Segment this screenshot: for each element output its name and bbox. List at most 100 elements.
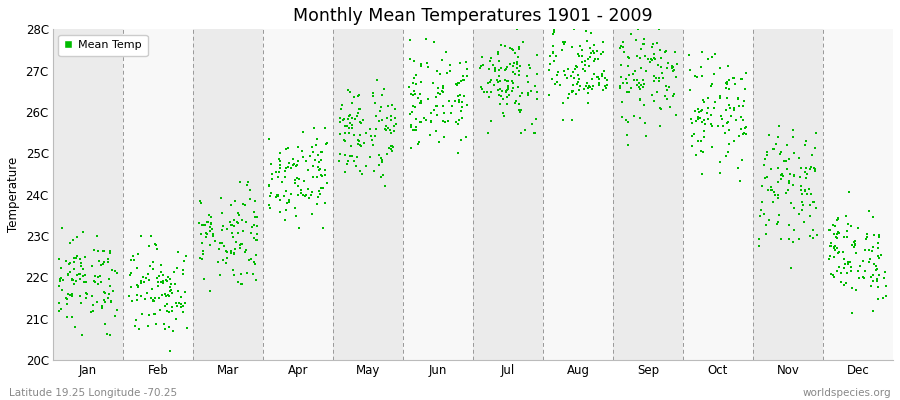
Point <box>774 236 788 242</box>
Point <box>644 43 659 50</box>
Point <box>636 77 651 83</box>
Point <box>613 85 627 92</box>
Point <box>857 275 871 281</box>
Point <box>291 158 305 164</box>
Point <box>783 265 797 272</box>
Point <box>148 321 163 327</box>
Point <box>551 68 565 75</box>
Point <box>271 192 285 198</box>
Point <box>483 88 498 95</box>
Point <box>658 92 672 99</box>
Point <box>458 59 473 65</box>
Point <box>871 284 886 290</box>
Point <box>363 126 377 132</box>
Point <box>622 89 636 95</box>
Point <box>165 281 179 288</box>
Point <box>239 247 254 253</box>
Point <box>866 277 880 284</box>
Point <box>578 57 592 64</box>
Point <box>243 196 257 202</box>
Point <box>444 62 458 69</box>
Point <box>556 117 571 123</box>
Point <box>510 84 525 90</box>
Point <box>612 45 626 52</box>
Point <box>353 142 367 148</box>
Point <box>384 146 399 152</box>
Point <box>505 88 519 94</box>
Point <box>460 66 474 72</box>
Point <box>695 48 709 55</box>
Point <box>359 163 374 169</box>
Point <box>356 117 370 123</box>
Point <box>757 211 771 218</box>
Point <box>166 268 181 275</box>
Point <box>195 222 210 228</box>
Point <box>578 68 592 75</box>
Point <box>130 292 144 299</box>
Point <box>146 259 160 265</box>
Point <box>682 52 697 59</box>
Point <box>521 62 535 68</box>
Point <box>147 310 161 317</box>
Point <box>697 117 711 124</box>
Point <box>704 112 718 118</box>
Point <box>660 87 674 94</box>
Point <box>722 77 736 83</box>
Point <box>196 221 211 228</box>
Point <box>797 142 812 148</box>
Point <box>140 290 155 296</box>
Point <box>389 121 403 127</box>
Point <box>235 241 249 247</box>
Point <box>512 44 526 50</box>
Point <box>492 101 507 107</box>
Point <box>704 121 718 128</box>
Point <box>616 38 630 45</box>
Point <box>491 51 505 57</box>
Point <box>452 116 466 123</box>
Point <box>840 228 854 234</box>
Point <box>481 129 495 136</box>
Point <box>418 36 433 42</box>
Point <box>94 302 109 309</box>
Point <box>314 156 328 163</box>
Point <box>436 118 450 125</box>
Point <box>130 265 144 271</box>
Point <box>410 72 424 78</box>
Point <box>86 278 101 284</box>
Bar <box>53 29 123 360</box>
Point <box>366 90 381 97</box>
Point <box>430 103 445 109</box>
Point <box>423 109 437 116</box>
Point <box>652 78 666 84</box>
Point <box>496 112 510 119</box>
Point <box>556 68 571 75</box>
Point <box>722 127 736 134</box>
Point <box>130 250 145 257</box>
Point <box>792 174 806 180</box>
Point <box>598 83 612 90</box>
Point <box>340 116 355 122</box>
Point <box>652 75 667 82</box>
Point <box>658 48 672 55</box>
Point <box>125 253 140 260</box>
Point <box>553 81 567 88</box>
Point <box>169 265 184 272</box>
Point <box>797 188 812 194</box>
Point <box>404 122 419 128</box>
Point <box>205 233 220 239</box>
Point <box>521 90 535 96</box>
Point <box>454 99 469 105</box>
Point <box>561 66 575 72</box>
Point <box>378 183 392 190</box>
Point <box>169 265 184 272</box>
Point <box>502 92 517 98</box>
Point <box>731 165 745 172</box>
Point <box>125 298 140 304</box>
Point <box>856 258 870 264</box>
Point <box>499 89 513 95</box>
Point <box>278 174 293 180</box>
Point <box>410 126 424 133</box>
Point <box>500 64 515 70</box>
Point <box>787 205 801 212</box>
Point <box>273 209 287 216</box>
